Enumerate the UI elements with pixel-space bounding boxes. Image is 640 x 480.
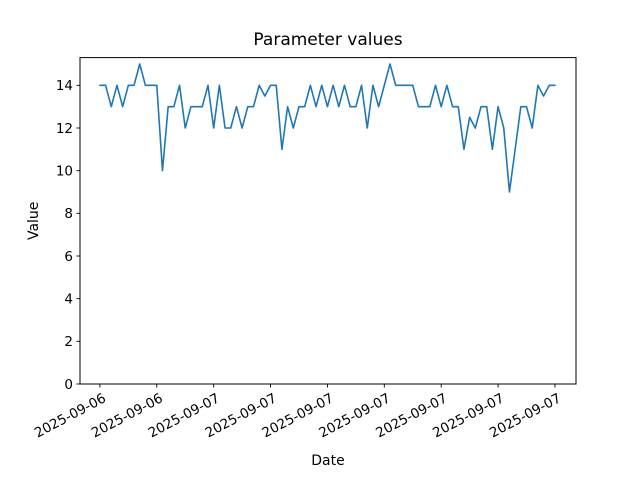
y-tick-label: 6 bbox=[64, 249, 73, 265]
y-tick-label: 2 bbox=[64, 334, 73, 350]
y-tick-label: 8 bbox=[64, 206, 73, 222]
y-axis-label: Value bbox=[26, 202, 42, 240]
plot-border bbox=[79, 57, 577, 385]
y-tick-label: 12 bbox=[56, 121, 73, 137]
y-tick-label: 10 bbox=[56, 163, 73, 179]
y-tick-label: 14 bbox=[56, 78, 73, 94]
data-line bbox=[99, 63, 556, 193]
plot-area bbox=[80, 57, 576, 384]
y-tick-label: 4 bbox=[64, 291, 73, 307]
y-tick-label: 0 bbox=[64, 377, 73, 393]
chart-title: Parameter values bbox=[253, 30, 402, 50]
x-axis-label: Date bbox=[311, 453, 344, 469]
